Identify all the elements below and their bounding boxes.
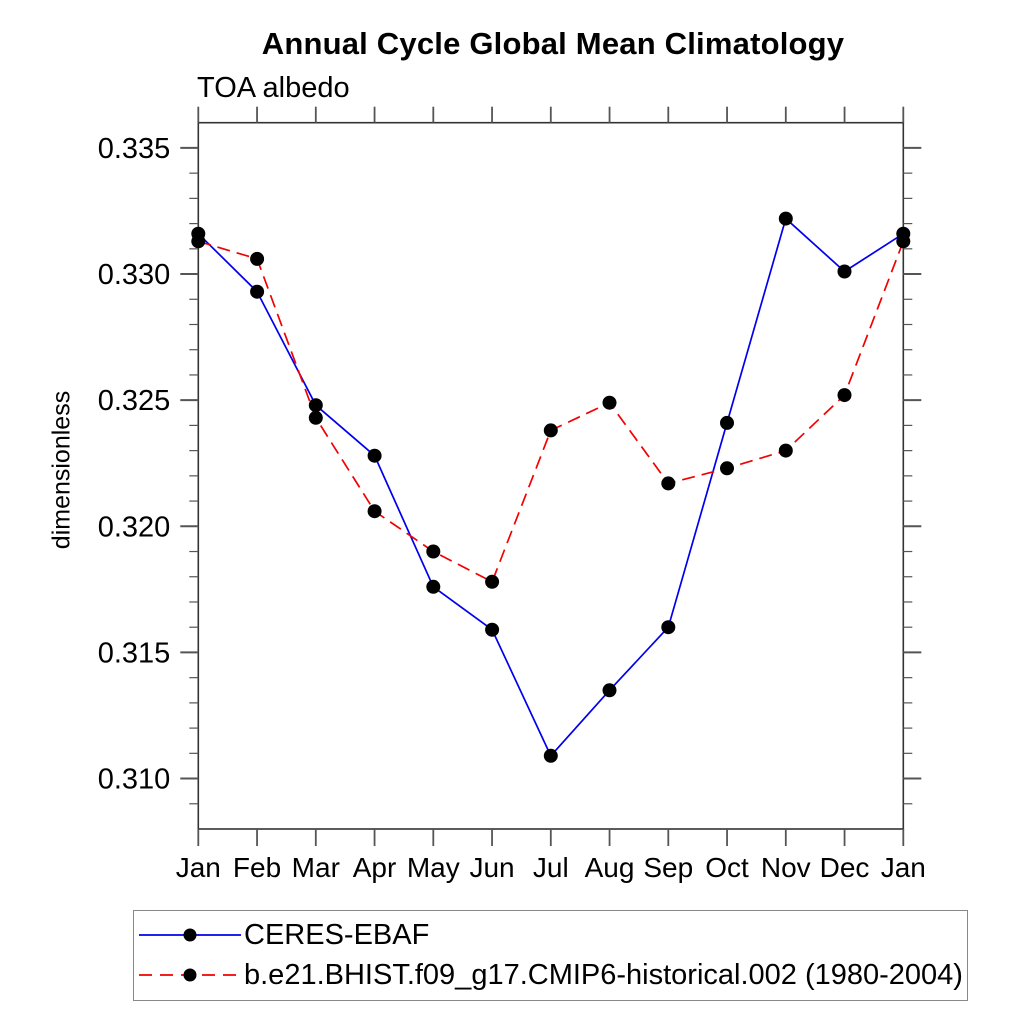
legend-label-model: b.e21.BHIST.f09_g17.CMIP6-historical.002… (244, 958, 963, 991)
data-point-marker-s1-Jan (896, 234, 911, 249)
data-point-marker-s1-Jun (485, 574, 500, 589)
data-point-marker-s1-Dec (837, 388, 852, 403)
y-tick-label: 0.320 (98, 511, 171, 543)
y-tick-label: 0.310 (98, 764, 171, 796)
chart-title: Annual Cycle Global Mean Climatology (261, 26, 845, 61)
data-point-marker-s1-Feb (250, 251, 265, 266)
data-point-marker-s1-Oct (720, 461, 734, 476)
x-tick-label: Jul (533, 852, 569, 883)
series-line-0 (197, 217, 904, 758)
data-point-marker-s0-Jun (485, 622, 500, 637)
data-point-marker-s0-Mar (308, 398, 323, 413)
x-tick-label: Sep (643, 852, 693, 883)
data-point-marker-s0-Aug (602, 683, 617, 698)
legend-sample-dashed-line-icon (139, 968, 241, 982)
data-point-marker-s1-Apr (367, 504, 382, 519)
series-line-1 (198, 240, 905, 583)
data-point-marker-s0-Jul (543, 748, 558, 763)
x-tick-label: Dec (820, 852, 870, 883)
x-tick-label: Jun (469, 852, 514, 883)
data-point-marker-s1-Jan (191, 234, 206, 249)
legend-sample-solid-line-icon (139, 928, 241, 942)
y-tick-label: 0.315 (98, 637, 171, 669)
data-point-marker-s0-Oct (720, 415, 734, 430)
x-tick-label: Mar (292, 852, 340, 883)
data-point-marker-s1-Aug (602, 395, 617, 410)
x-tick-label: Nov (761, 852, 811, 883)
y-tick-label: 0.325 (98, 385, 171, 417)
data-point-marker-s1-Jul (543, 423, 558, 438)
data-point-marker-s0-Feb (250, 284, 265, 299)
legend-entry-ceres: CERES-EBAF (138, 918, 430, 951)
data-point-marker-s1-Sep (661, 476, 676, 491)
x-tick-label: Oct (705, 852, 749, 883)
data-point-marker-s1-May (426, 544, 441, 559)
legend: CERES-EBAF b.e21.BHIST.f09_g17.CMIP6-his… (133, 910, 968, 1001)
y-tick-label: 0.335 (98, 133, 171, 165)
data-point-marker-s0-Apr (367, 448, 382, 463)
legend-label-ceres: CERES-EBAF (244, 918, 430, 951)
chart-subtitle: TOA albedo (197, 72, 350, 104)
x-tick-label: May (407, 852, 460, 883)
data-point-marker-s1-Mar (308, 410, 323, 425)
data-point-marker-s0-Nov (778, 211, 793, 226)
legend-entry-model: b.e21.BHIST.f09_g17.CMIP6-historical.002… (138, 958, 963, 991)
data-point-marker-s0-May (426, 579, 441, 594)
data-point-marker-s0-Sep (661, 620, 676, 635)
x-tick-label: Jan (881, 852, 926, 883)
x-tick-label: Feb (233, 852, 281, 883)
y-tick-label: 0.330 (98, 259, 171, 291)
x-tick-label: Jan (176, 852, 221, 883)
data-point-marker-s1-Nov (778, 443, 793, 458)
x-tick-label: Aug (585, 852, 635, 883)
data-point-marker-s0-Dec (837, 264, 852, 279)
x-tick-label: Apr (353, 852, 397, 883)
